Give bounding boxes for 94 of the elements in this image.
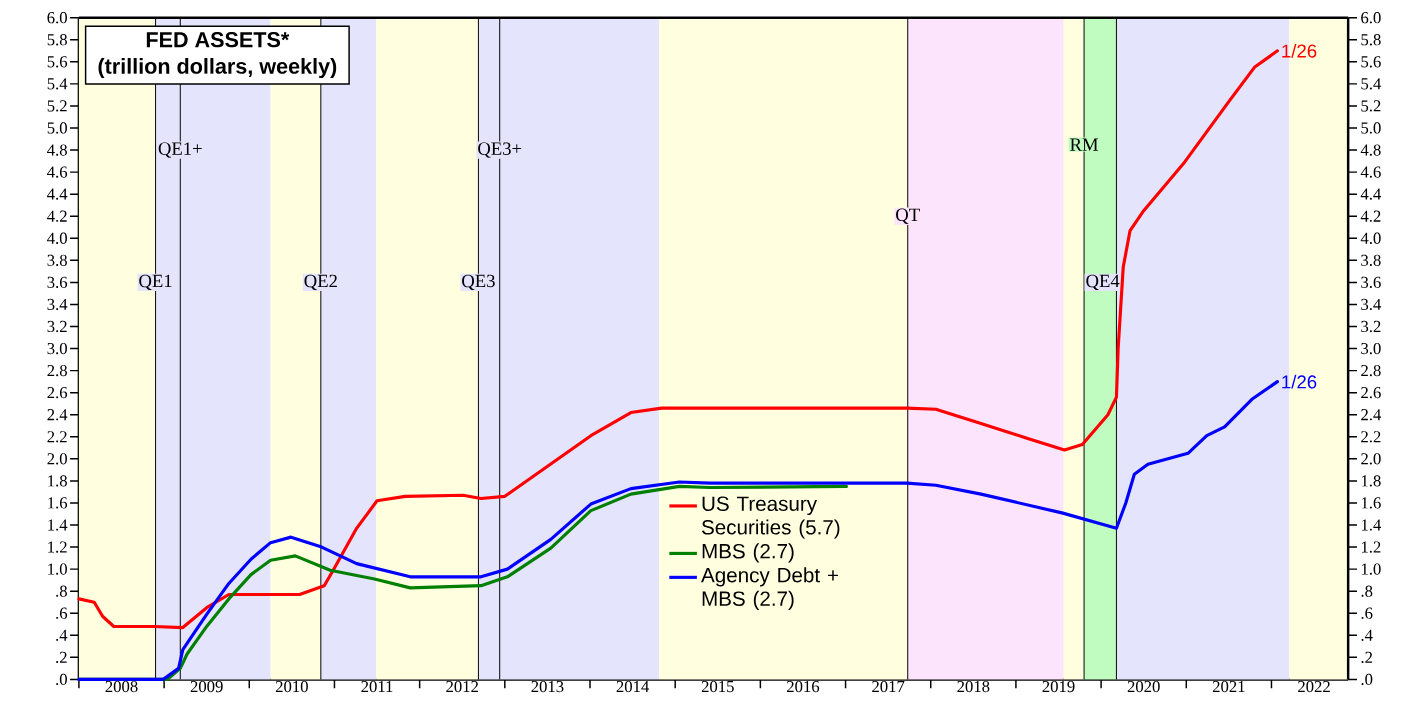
y-tick-label: 2.2	[47, 431, 67, 443]
x-tick-label: 2014	[616, 680, 650, 693]
legend-label: Agency Debt + MBS (2.7)	[701, 567, 838, 611]
x-tick-label: 2022	[1298, 680, 1330, 693]
y2-tick-label: 1.6	[1361, 497, 1381, 509]
y2-tick-label: 3.6	[1361, 276, 1381, 289]
y2-tick-label: 4.2	[1360, 210, 1381, 222]
y2-tick-label: 5.2	[1361, 100, 1381, 112]
y2-tick-label: 3.2	[1361, 320, 1381, 333]
y-tick-label: 6.0	[47, 12, 67, 24]
x-tick-label: 2011	[361, 680, 393, 693]
y-tick-label: 4.8	[47, 144, 67, 156]
x-tick-label: 2009	[190, 680, 223, 693]
ref-line-label: QE1+	[158, 142, 202, 158]
ref-line-label: QE3	[462, 274, 495, 291]
y2-tick-label: .6	[1361, 607, 1373, 619]
x-tick-label: 2018	[957, 680, 990, 693]
y-tick-label: 1.8	[48, 475, 67, 487]
y-tick-label: .2	[56, 651, 67, 663]
y-tick-label: 3.6	[47, 276, 68, 289]
y2-tick-label: 5.0	[1361, 122, 1381, 134]
y-tick-label: 3.8	[47, 254, 67, 266]
y2-tick-label: 5.4	[1361, 78, 1382, 90]
y-tick-label: 3.0	[47, 342, 67, 355]
y-tick-label: 1.4	[48, 519, 68, 531]
y-tick-label: 1.6	[48, 497, 68, 509]
y-tick-label: 3.2	[47, 320, 67, 333]
x-tick-label: 2012	[446, 680, 478, 693]
ref-line-label: QE1	[139, 274, 172, 291]
ref-line-label: RM	[1070, 138, 1099, 151]
y2-tick-label: 2.2	[1361, 431, 1381, 443]
y-tick-label: 2.6	[47, 387, 68, 399]
y-tick-label: 4.2	[47, 210, 67, 222]
line-series	[77, 49, 1279, 630]
ref-line-label: QE3+	[478, 142, 522, 158]
y2-tick-label: .0	[1361, 673, 1373, 686]
y2-tick-label: 4.4	[1360, 188, 1382, 200]
y-tick-label: 5.0	[47, 122, 67, 134]
y2-tick-label: 3.0	[1361, 342, 1381, 355]
y2-tick-label: 5.8	[1361, 34, 1381, 46]
y2-tick-label: 4.0	[1360, 232, 1381, 244]
y2-tick-label: 3.8	[1361, 254, 1381, 266]
x-tick-label: 2019	[1042, 680, 1075, 693]
annotation: 1/26	[1282, 374, 1317, 389]
y2-tick-label: 5.6	[1361, 56, 1381, 68]
line-series	[77, 380, 1279, 681]
text: FED ASSETS*	[146, 32, 290, 48]
legend-label: US Treasury Securities (5.7)	[701, 496, 840, 539]
y2-tick-label: 4.8	[1360, 144, 1381, 156]
y-tick-label: 4.6	[47, 166, 68, 178]
annotation: 1/26	[1282, 43, 1317, 58]
y-tick-label: 2.8	[47, 364, 67, 377]
y2-tick-label: 1.4	[1361, 519, 1382, 531]
ref-line-label: QE2	[304, 274, 337, 291]
y-tick-label: 4.4	[47, 188, 68, 200]
y2-tick-label: 2.4	[1361, 409, 1382, 421]
y2-tick-label: 1.2	[1361, 541, 1381, 553]
y2-tick-label: 2.0	[1361, 453, 1381, 465]
y2-tick-label: .4	[1361, 629, 1373, 641]
y2-tick-label: 2.6	[1361, 387, 1381, 399]
y2-tick-label: 4.6	[1360, 166, 1381, 178]
x-tick-label: 2013	[531, 680, 564, 693]
x-tick-label: 2020	[1127, 680, 1160, 693]
y-tick-label: 2.4	[47, 409, 68, 421]
y2-tick-label: 2.8	[1361, 364, 1381, 377]
y2-tick-label: 6.0	[1361, 12, 1381, 24]
y-tick-label: .6	[56, 607, 68, 619]
x-tick-label: 2016	[787, 680, 820, 693]
y-tick-label: 4.0	[47, 232, 67, 244]
y-tick-label: .8	[56, 585, 67, 597]
x-tick-label: 2008	[105, 680, 138, 693]
y2-tick-label: .2	[1361, 651, 1373, 663]
y2-tick-label: .8	[1361, 585, 1373, 597]
x-tick-label: 2017	[872, 680, 905, 693]
text: (trillion dollars, weekly)	[98, 57, 337, 79]
x-tick-label: 2015	[701, 680, 734, 693]
y-tick-label: 5.6	[47, 56, 68, 68]
y-tick-label: .0	[56, 673, 67, 686]
x-tick-label: 2010	[275, 680, 308, 693]
ref-line-label: QT	[896, 208, 920, 224]
y-tick-label: .4	[56, 629, 68, 641]
y-tick-label: 1.2	[48, 541, 67, 553]
y-tick-label: 1.0	[48, 563, 67, 575]
y2-tick-label: 1.8	[1361, 475, 1381, 487]
legend-label: MBS (2.7)	[702, 543, 794, 563]
x-tick-label: 2021	[1212, 680, 1245, 693]
y-tick-label: 3.4	[47, 298, 68, 311]
y-tick-label: 5.2	[47, 100, 67, 112]
ref-line-label: QE4	[1086, 274, 1120, 291]
y-tick-label: 2.0	[47, 453, 67, 465]
y2-tick-label: 1.0	[1361, 563, 1381, 575]
y-tick-label: 5.8	[47, 34, 67, 46]
y-tick-label: 5.4	[47, 78, 68, 90]
y2-tick-label: 3.4	[1361, 298, 1382, 311]
